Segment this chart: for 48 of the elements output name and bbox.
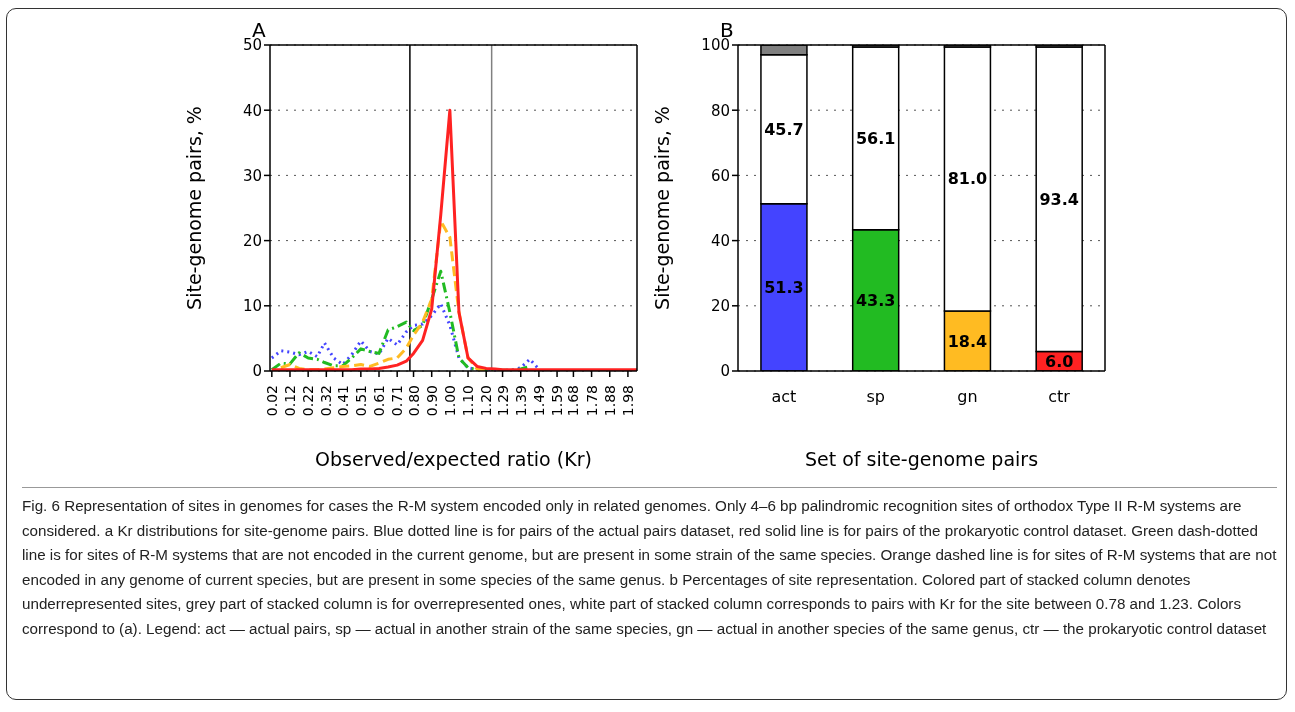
data-label: 18.4 (947, 331, 988, 351)
x-tick-label: 1.78 (583, 385, 600, 417)
data-label: 51.3 (764, 277, 804, 297)
x-tick-label: 1.10 (460, 385, 477, 417)
x-tick-label: ctr (1048, 387, 1071, 407)
x-tick-label: 1.49 (530, 385, 547, 417)
x-tick-label: act (771, 387, 797, 407)
y-tick-label: 20 (710, 297, 730, 316)
x-tick-label: 0.90 (423, 385, 440, 417)
y-tick-label: 0 (720, 362, 730, 381)
y-tick-label: 80 (710, 101, 730, 120)
x-tick-label: 0.80 (405, 385, 422, 417)
caption: Fig. 6 Representation of sites in genomes for cases the R-M system encoded only in related genomes. Only 4–6 bp palindromic recognition sites of orthodox Type II R-M systems are considered. a Kr distributions for site-genome pairs. Blue dotted line is for pairs of the actual pairs dataset, red solid line is for pairs of the prokaryotic control dataset. Green dash-dotted line is for sites of R-M systems that are not encoded in the current genome, but are present in some strain of the same species. Orange dashed line is for sites of R-M systems that are not encoded in any genome of current species, but are present in some species of the same genus. b Percentages of site representation. Colored part of stacked column denotes underrepresented sites, grey part of stacked column is for overrepresented ones, white part of stacked column corresponds to pairs with Kr for the site between 0.78 and 1.23. Colors correspond to (a). Legend: act — actual pairs, sp — actual in another strain of the same species, gn — actual in another species of the same genus, ctr — the prokaryotic control dataset (22, 496, 1277, 639)
x-tick-label: 1.39 (512, 385, 529, 417)
x-axis-title: Set of site-genome pairs (804, 448, 1039, 470)
x-tick-label: 1.68 (565, 385, 582, 417)
y-axis-title: Site-genome pairs, % (650, 106, 673, 310)
x-tick-label: sp (866, 387, 885, 407)
data-label: 81.0 (947, 169, 988, 189)
y-tick-label: 10 (242, 297, 262, 316)
data-label: 45.7 (764, 119, 804, 139)
x-tick-label: 0.32 (318, 385, 335, 417)
x-tick-label: 0.12 (281, 385, 298, 417)
x-tick-label: gn (957, 387, 978, 407)
data-label: 93.4 (1039, 189, 1079, 209)
x-tick-label: 1.00 (441, 385, 458, 417)
data-label: 6.0 (1045, 351, 1074, 371)
y-axis-title: Site-genome pairs, % (182, 106, 205, 310)
y-tick-label: 0 (252, 362, 262, 381)
data-label: 43.3 (855, 290, 896, 310)
x-tick-label: 1.29 (494, 385, 511, 417)
y-tick-label: 20 (242, 231, 262, 250)
x-tick-label: 0.51 (352, 385, 369, 417)
x-tick-label: 1.98 (619, 385, 636, 417)
x-tick-label: 0.71 (389, 385, 406, 417)
y-tick-label: 40 (242, 101, 262, 120)
x-tick-label: 0.22 (300, 385, 317, 417)
x-tick-label: 0.61 (371, 385, 388, 417)
y-tick-label: 30 (242, 166, 262, 185)
data-label: 56.1 (855, 128, 896, 148)
x-tick-label: 1.20 (478, 385, 495, 417)
x-tick-label: 0.02 (263, 385, 280, 417)
x-axis-title: Observed/expected ratio (Kr) (315, 448, 592, 470)
y-tick-label: 60 (710, 166, 730, 185)
x-tick-label: 0.41 (334, 385, 351, 417)
x-tick-label: 1.59 (549, 385, 566, 417)
y-tick-label: 40 (710, 231, 730, 250)
x-tick-label: 1.88 (601, 385, 618, 417)
